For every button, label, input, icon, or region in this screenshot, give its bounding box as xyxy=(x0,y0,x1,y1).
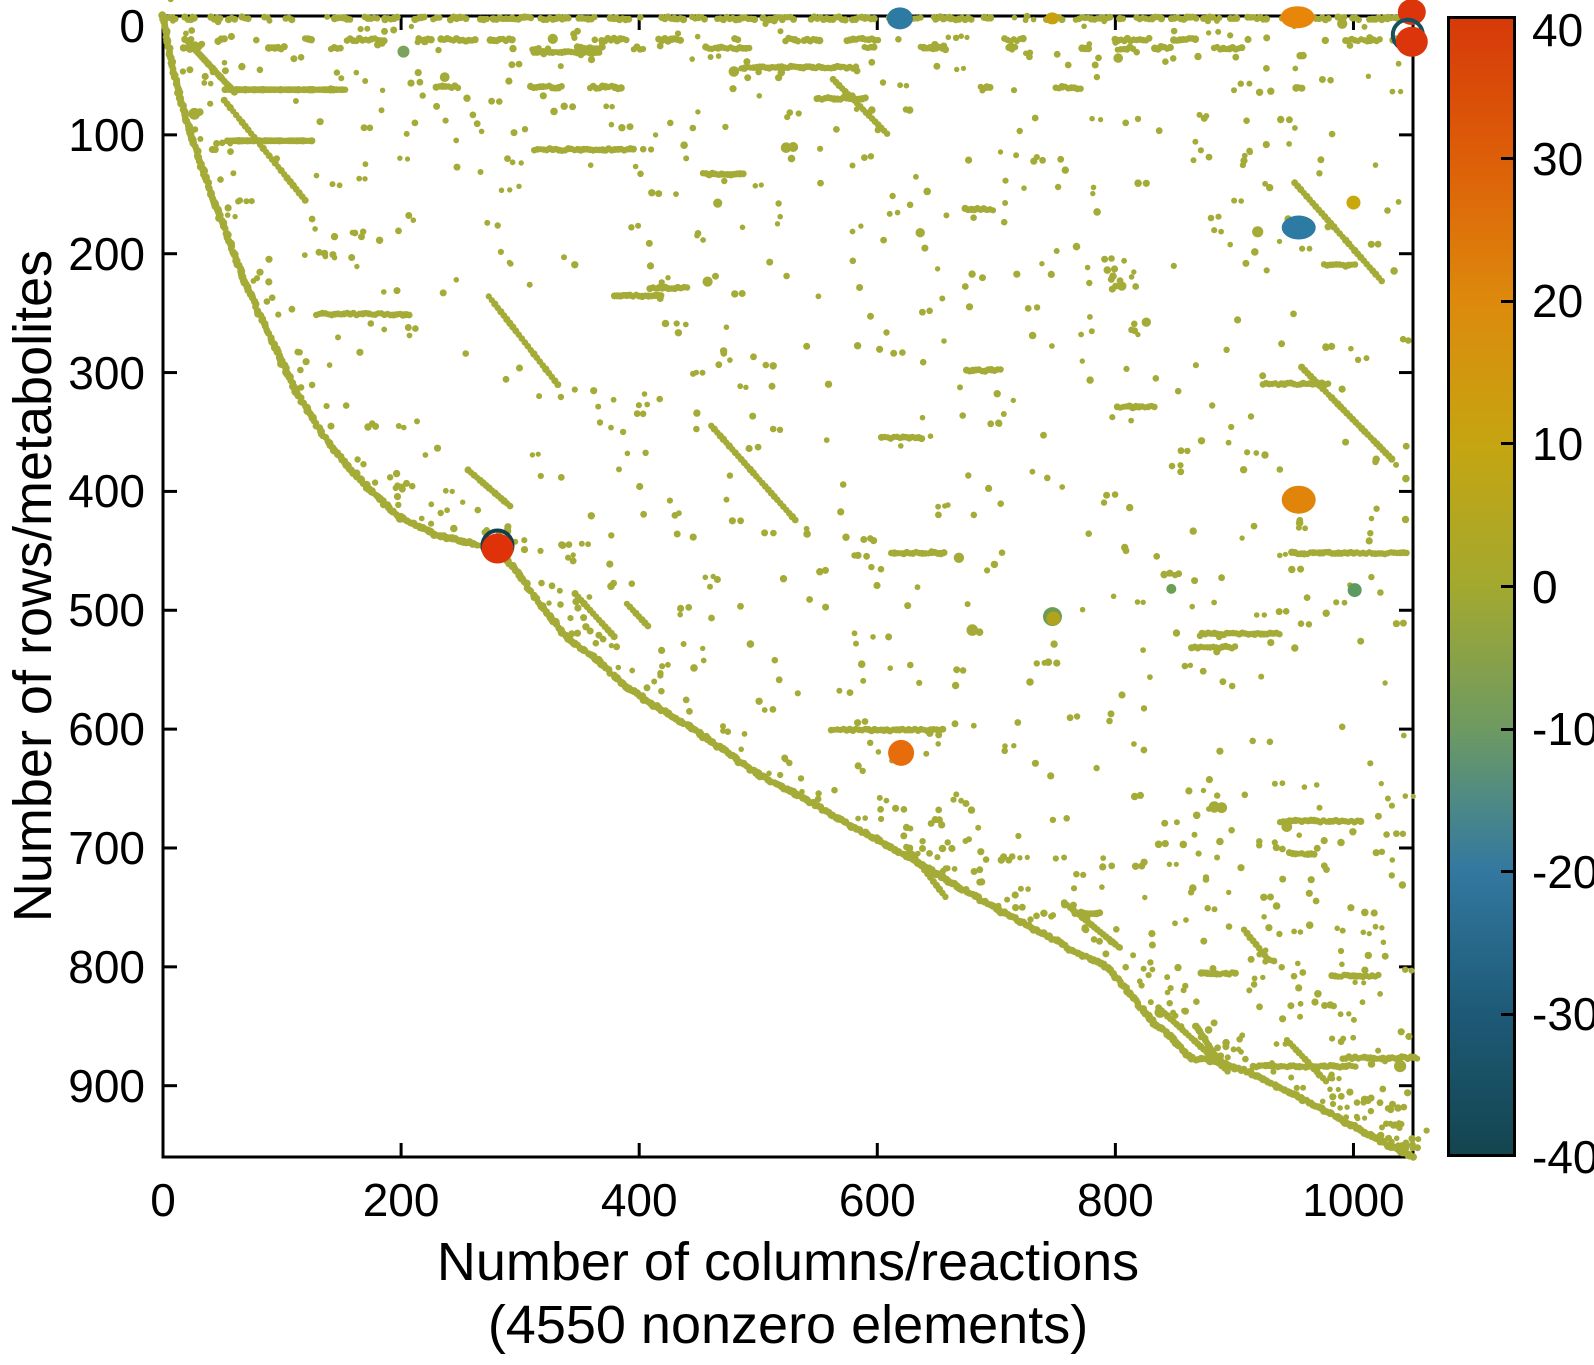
y-tick-label-300: 300 xyxy=(68,346,145,399)
y-tick-label-900: 900 xyxy=(68,1059,145,1112)
colorbar-tick-label-20: 20 xyxy=(1532,275,1584,328)
y-tick-label-600: 600 xyxy=(68,703,145,756)
colorbar-tickmark-0 xyxy=(1501,585,1513,588)
colorbar-tick-label-40: 40 xyxy=(1532,4,1584,56)
x-tick-label-1000: 1000 xyxy=(1302,1174,1405,1226)
colorbar-tick-label--10: -10 xyxy=(1532,703,1594,756)
x-axis-subtitle: (4550 nonzero elements) xyxy=(487,1295,1089,1355)
nonzero-dots xyxy=(158,0,1430,1161)
y-tick-label-500: 500 xyxy=(68,584,145,637)
x-tick-label-400: 400 xyxy=(600,1174,678,1226)
y-tick-label-0: 0 xyxy=(119,0,145,52)
colorbar-tickmark-10 xyxy=(1501,442,1513,446)
colorbar-tickmark-30 xyxy=(1501,157,1513,161)
large-coefficient-markers xyxy=(397,0,1428,766)
colorbar-tick-label--40: -40 xyxy=(1532,1131,1594,1183)
colorbar-tick-label-10: 10 xyxy=(1532,417,1584,470)
y-tick-label-700: 700 xyxy=(68,821,145,874)
colorbar-tick-label--20: -20 xyxy=(1532,845,1594,898)
x-tick-label-0: 0 xyxy=(150,1174,176,1226)
colorbar-tickmark-20 xyxy=(1501,299,1513,303)
x-tick-label-200: 200 xyxy=(362,1174,440,1226)
x-axis-title: Number of columns/reactions xyxy=(436,1232,1140,1292)
colorbar-tick-label--30: -30 xyxy=(1532,988,1594,1041)
x-tick-label-600: 600 xyxy=(838,1174,916,1226)
colorbar-tickmark--20 xyxy=(1501,870,1513,874)
y-tick-label-200: 200 xyxy=(68,227,145,280)
colorbar-tick-label-30: 30 xyxy=(1532,132,1584,185)
x-tick-label-800: 800 xyxy=(1077,1174,1154,1226)
y-tick-label-400: 400 xyxy=(68,465,145,518)
colorbar-tickmark--30 xyxy=(1501,1012,1513,1016)
y-tick-label-100: 100 xyxy=(68,108,145,161)
colorbar-tick-label-0: 0 xyxy=(1532,560,1558,613)
y-tick-label-800: 800 xyxy=(68,940,145,993)
colorbar-tickmark--10 xyxy=(1501,727,1513,731)
